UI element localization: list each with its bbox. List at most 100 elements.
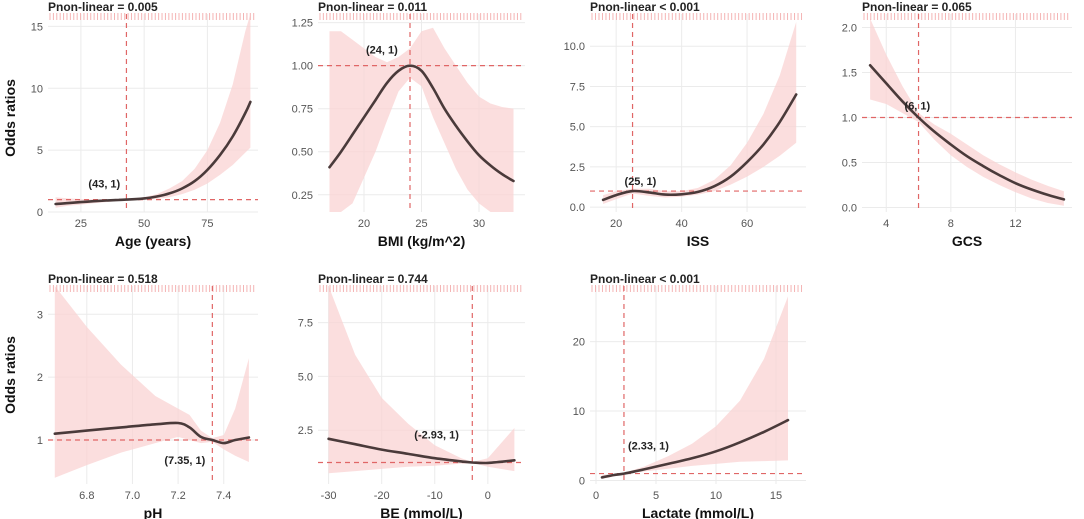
- x-tick-label: 75: [201, 218, 213, 230]
- x-tick-label: 4: [883, 218, 889, 230]
- panel-title: Pnon-linear < 0.001: [590, 0, 700, 14]
- x-tick-label: 60: [741, 218, 753, 230]
- y-tick-label: 10: [31, 83, 43, 95]
- y-tick-label: 2.0: [842, 23, 857, 35]
- rug: [863, 13, 1069, 20]
- confidence-band: [870, 18, 1064, 206]
- x-tick-label: 40: [676, 218, 688, 230]
- y-tick-label: 15: [31, 21, 43, 33]
- panel-title: Pnon-linear = 0.744: [318, 272, 428, 286]
- y-tick-label: 2.5: [298, 425, 313, 437]
- x-tick-label: 6.8: [79, 490, 94, 502]
- y-tick-label: 0.0: [842, 203, 857, 215]
- confidence-band: [328, 286, 515, 474]
- odds-ratio-curve: [868, 64, 1066, 201]
- y-tick-label: 1.5: [842, 68, 857, 80]
- x-axis-label: Lactate (mmol/L): [642, 505, 754, 519]
- y-tick-label: 2.5: [570, 162, 585, 174]
- x-tick-label: 7.4: [216, 490, 231, 502]
- reference-point-annotation: (43, 1): [88, 179, 120, 191]
- y-tick-label: 7.5: [570, 81, 585, 93]
- reference-point-annotation: (25, 1): [625, 176, 657, 188]
- x-axis-label: pH: [144, 505, 163, 519]
- y-tick-label: 1.25: [292, 18, 313, 30]
- x-tick-label: 5: [653, 490, 659, 502]
- y-tick-label: 2: [37, 372, 43, 384]
- x-axis-label: BE (mmol/L): [380, 505, 462, 519]
- reference-point-annotation: (7.35, 1): [164, 455, 205, 467]
- panel-title: Pnon-linear = 0.011: [318, 0, 427, 14]
- odds-ratio-curve: [54, 100, 252, 206]
- y-tick-label: 3: [37, 309, 43, 321]
- y-tick-label: 0: [579, 476, 585, 488]
- y-tick-label: 10: [573, 406, 585, 418]
- y-tick-label: 0.25: [292, 190, 313, 202]
- x-tick-label: 25: [415, 218, 427, 230]
- x-tick-label: -20: [374, 490, 390, 502]
- y-tick-label: 0.0: [570, 202, 585, 214]
- y-tick-label: 5.0: [298, 371, 313, 383]
- x-axis-label: GCS: [952, 233, 982, 249]
- x-axis-label: Age (years): [115, 233, 191, 249]
- rug: [319, 13, 522, 20]
- y-axis-label-bottom: Odds ratios: [2, 336, 18, 414]
- reference-point-annotation: (24, 1): [366, 45, 398, 57]
- y-tick-label: 1.0: [842, 113, 857, 125]
- rug: [49, 285, 255, 292]
- y-tick-label: 20: [573, 337, 585, 349]
- x-tick-label: 7.2: [170, 490, 185, 502]
- y-axis-label-top: Odds ratios: [2, 79, 18, 157]
- rug: [49, 13, 255, 20]
- x-tick-label: 50: [138, 218, 150, 230]
- confidence-band: [329, 27, 514, 212]
- reference-point-annotation: (2.33, 1): [628, 441, 669, 453]
- y-tick-label: 1.00: [292, 61, 313, 73]
- confidence-band: [55, 14, 251, 208]
- rug: [591, 13, 803, 20]
- reference-point-annotation: (-2.93, 1): [414, 429, 459, 441]
- panel-1: 25 50 75 0 5 10 15 Pnon-linear = 0.005 Age (year…: [31, 0, 258, 249]
- odds-ratio-curve: [328, 64, 515, 183]
- x-tick-label: 0: [485, 490, 491, 502]
- x-tick-label: 20: [358, 218, 370, 230]
- confidence-band: [603, 22, 797, 204]
- confidence-band: [602, 296, 788, 480]
- y-tick-label: 0: [37, 207, 43, 219]
- panel-7: 0 5 10 15 0 10 20 Pnon-linear < 0.001 Lactate (m…: [573, 272, 806, 519]
- x-tick-label: -30: [321, 490, 337, 502]
- odds-ratio-curve: [600, 418, 790, 479]
- x-tick-label: 0: [593, 490, 599, 502]
- x-tick-label: 30: [473, 218, 485, 230]
- y-tick-label: 5: [37, 145, 43, 157]
- rug: [591, 285, 803, 292]
- panel-5: 6.8 7.0 7.2 7.4 1 2 3 Pnon-linear = 0.518 pH (7.3…: [37, 272, 258, 519]
- x-tick-label: 8: [948, 218, 954, 230]
- x-axis-label: BMI (kg/m^2): [378, 233, 466, 249]
- x-tick-label: 20: [610, 218, 622, 230]
- x-tick-label: -10: [427, 490, 443, 502]
- panel-3: 20 40 60 0.0 2.5 5.0 7.5 10.0 Pnon-linear < 0.00…: [564, 0, 806, 249]
- panel-title: Pnon-linear = 0.065: [862, 0, 972, 14]
- panel-title: Pnon-linear = 0.518: [48, 272, 158, 286]
- panel-2: 20 25 30 0.25 0.50 0.75 1.00 1.25 Pnon-linear = …: [292, 0, 525, 249]
- y-tick-label: 7.5: [298, 318, 313, 330]
- x-axis-label: ISS: [687, 233, 710, 249]
- odds-ratio-curve: [53, 421, 251, 445]
- panel-title: Pnon-linear = 0.005: [48, 0, 158, 14]
- x-tick-label: 12: [1009, 218, 1021, 230]
- y-tick-label: 5.0: [570, 122, 585, 134]
- x-tick-label: 7.0: [125, 490, 140, 502]
- x-tick-label: 25: [75, 218, 87, 230]
- odds-ratio-curve: [327, 437, 516, 465]
- x-tick-label: 10: [710, 490, 722, 502]
- y-tick-label: 1: [37, 435, 43, 447]
- x-tick-label: 15: [770, 490, 782, 502]
- rug: [319, 285, 522, 292]
- reference-point-annotation: (6, 1): [905, 101, 931, 113]
- odds-ratio-curve: [601, 93, 798, 202]
- y-tick-label: 0.5: [842, 158, 857, 170]
- panel-6: -30 -20 -10 0 2.5 5.0 7.5 Pnon-linear = 0.744 BE…: [298, 272, 525, 519]
- panel-title: Pnon-linear < 0.001: [590, 272, 700, 286]
- panel-4: 4 8 12 0.0 0.5 1.0 1.5 2.0 Pnon-linear = 0.065 GC…: [842, 0, 1072, 249]
